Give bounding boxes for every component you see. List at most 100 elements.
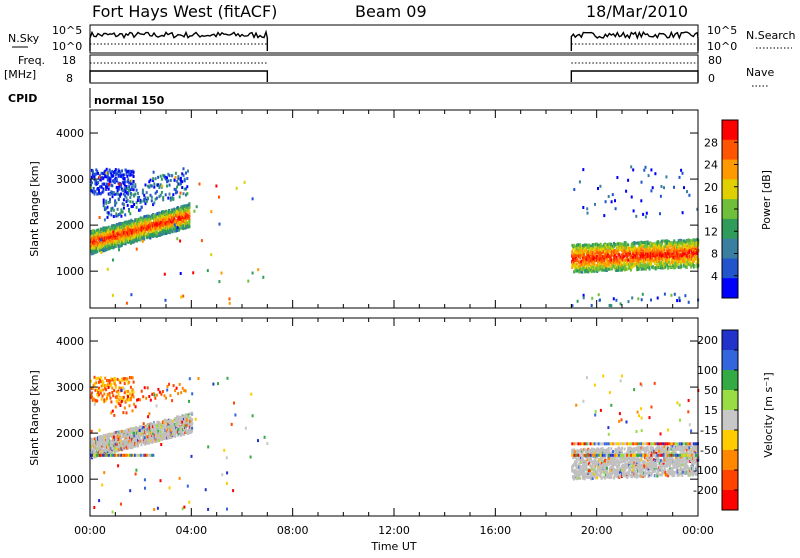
scatter-cell bbox=[146, 200, 148, 203]
scatter-cell bbox=[133, 203, 135, 206]
scatter-cell bbox=[679, 244, 681, 247]
scatter-cell bbox=[113, 191, 115, 194]
scatter-cell bbox=[136, 206, 138, 209]
scatter-cell bbox=[635, 215, 637, 218]
scatter-cell bbox=[113, 389, 115, 392]
scatter-cell bbox=[128, 399, 130, 402]
colorbar-tick-label: 28 bbox=[704, 136, 718, 149]
colorbar-tick-label: 12 bbox=[704, 225, 718, 238]
scatter-cell bbox=[107, 206, 109, 209]
scatter-cell bbox=[128, 182, 130, 185]
scatter-cell bbox=[129, 212, 131, 215]
scatter-cell bbox=[594, 203, 596, 206]
scatter-cell bbox=[605, 200, 607, 203]
nsearch-label: N.Search bbox=[746, 29, 796, 42]
scatter-cell bbox=[161, 178, 163, 181]
scatter-cell bbox=[606, 258, 608, 261]
scatter-cell bbox=[101, 389, 103, 392]
scatter-cell bbox=[583, 296, 585, 299]
scatter-cell bbox=[164, 273, 166, 276]
scatter-cell bbox=[670, 294, 672, 297]
colorbar-swatch bbox=[722, 140, 738, 160]
scatter-cell bbox=[108, 188, 110, 191]
freq-tick-bottom: 8 bbox=[66, 72, 73, 85]
y-tick-label: 2000 bbox=[56, 219, 84, 232]
scatter-cell bbox=[105, 172, 107, 175]
scatter-cell bbox=[94, 382, 96, 385]
scatter-cell bbox=[142, 240, 144, 243]
scatter-cell bbox=[188, 220, 190, 223]
scatter-cell bbox=[116, 390, 118, 393]
scatter-cell bbox=[648, 174, 650, 177]
scatter-cell bbox=[113, 209, 115, 212]
scatter-cell bbox=[615, 299, 617, 302]
scatter-cell bbox=[262, 276, 264, 279]
scatter-cell bbox=[133, 395, 135, 398]
scatter-cell bbox=[110, 180, 112, 183]
scatter-cell bbox=[132, 376, 134, 379]
nsky-trace-1 bbox=[571, 32, 698, 51]
scatter-cell bbox=[574, 263, 576, 266]
scatter-cell bbox=[633, 241, 635, 244]
scatter-cell bbox=[143, 200, 145, 203]
scatter-cell bbox=[100, 238, 102, 241]
scatter-cell bbox=[587, 212, 589, 215]
scatter-cell bbox=[686, 265, 688, 268]
scatter-cell bbox=[610, 304, 612, 307]
freq-tick-top: 18 bbox=[62, 54, 76, 67]
scatter-cell bbox=[153, 171, 155, 174]
colorbar-tick-label: 8 bbox=[711, 248, 718, 261]
scatter-cell bbox=[122, 210, 124, 213]
scatter-cell bbox=[129, 200, 131, 203]
scatter-cell bbox=[666, 239, 668, 242]
scatter-cell bbox=[167, 197, 169, 200]
scatter-cell bbox=[162, 198, 164, 201]
scatter-cell bbox=[91, 392, 93, 395]
scatter-cell bbox=[210, 253, 212, 256]
scatter-cell bbox=[591, 270, 593, 273]
scatter-cell bbox=[117, 208, 119, 211]
scatter-cell bbox=[122, 189, 124, 192]
scatter-cell bbox=[131, 193, 133, 196]
scatter-cell bbox=[105, 202, 107, 205]
scatter-cell bbox=[141, 200, 143, 203]
scatter-cell bbox=[682, 211, 684, 214]
scatter-cell bbox=[679, 176, 681, 179]
scatter-cell bbox=[603, 259, 605, 262]
scatter-cell bbox=[229, 297, 231, 300]
scatter-cell bbox=[599, 245, 601, 248]
scatter-cell bbox=[130, 173, 132, 176]
scatter-cell bbox=[611, 200, 613, 203]
scatter-cell bbox=[166, 185, 168, 188]
scatter-cell bbox=[157, 212, 159, 215]
scatter-cell bbox=[129, 392, 131, 395]
scatter-cell bbox=[97, 172, 99, 175]
scatter-cell bbox=[104, 377, 106, 380]
scatter-cell bbox=[680, 265, 682, 268]
scatter-cell bbox=[630, 165, 632, 168]
scatter-cell bbox=[643, 169, 645, 172]
scatter-cell bbox=[160, 194, 162, 197]
scatter-cell bbox=[111, 387, 113, 390]
scatter-cell bbox=[102, 227, 104, 230]
scatter-cell bbox=[157, 176, 159, 179]
nsky-panel: N.Sky 10^5 10^0 10^5 10^0 N.Search bbox=[8, 24, 796, 53]
scatter-cell bbox=[142, 219, 144, 222]
scatter-cell bbox=[104, 218, 106, 221]
scatter-cell bbox=[103, 393, 105, 396]
scatter-cell bbox=[257, 268, 259, 271]
scatter-cell bbox=[115, 202, 117, 205]
scatter-cell bbox=[678, 266, 680, 269]
scatter-cell bbox=[650, 299, 652, 302]
scatter-cell bbox=[637, 297, 639, 300]
scatter-cell bbox=[108, 183, 110, 186]
scatter-cell bbox=[95, 377, 97, 380]
scatter-cell bbox=[111, 241, 113, 244]
scatter-cell bbox=[110, 383, 112, 386]
scatter-cell bbox=[584, 259, 586, 262]
scatter-cell bbox=[631, 296, 633, 299]
scatter-cell bbox=[103, 201, 105, 204]
scatter-cell bbox=[676, 299, 678, 302]
scatter-cell bbox=[632, 168, 634, 171]
scatter-cell bbox=[608, 195, 610, 198]
